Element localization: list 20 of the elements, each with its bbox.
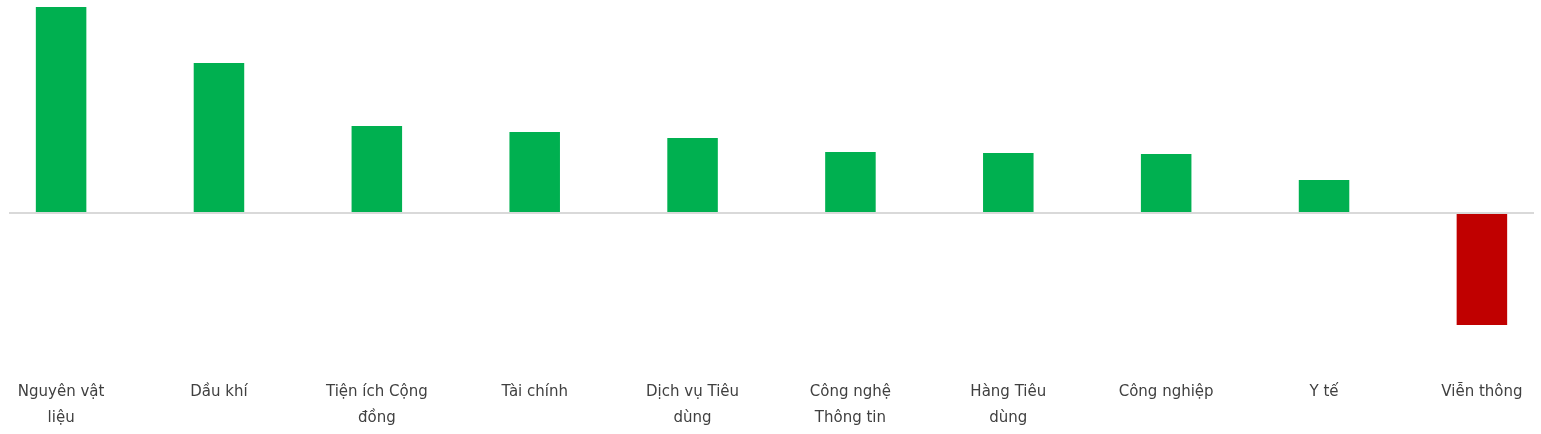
x-tick-label: Tiện ích Cộng đồng: [324, 381, 428, 426]
bar: [825, 151, 876, 213]
x-tick-label: Dầu khí: [190, 381, 249, 400]
bar: [1456, 212, 1508, 325]
x-tick-label: Tài chính: [500, 381, 568, 400]
bar: [667, 137, 718, 213]
x-tick-label: Y tế: [1308, 381, 1340, 400]
bar: [193, 63, 245, 213]
x-tick-label: Viễn thông: [1441, 381, 1523, 400]
x-tick-label: Dịch vụ Tiêu dùng: [646, 381, 740, 426]
bar: [983, 153, 1034, 213]
bar: [1298, 180, 1350, 213]
bar: [351, 126, 403, 213]
x-tick-label: Nguyên vật liệu: [17, 381, 105, 426]
bar: [35, 7, 87, 213]
bar: [509, 132, 560, 213]
x-tick-label: Hàng Tiêu dùng: [970, 381, 1047, 426]
bar: [1140, 154, 1192, 213]
x-tick-label: Công nghiệp: [1118, 381, 1214, 400]
x-tick-label: Công nghệ Thông tin: [809, 381, 892, 426]
